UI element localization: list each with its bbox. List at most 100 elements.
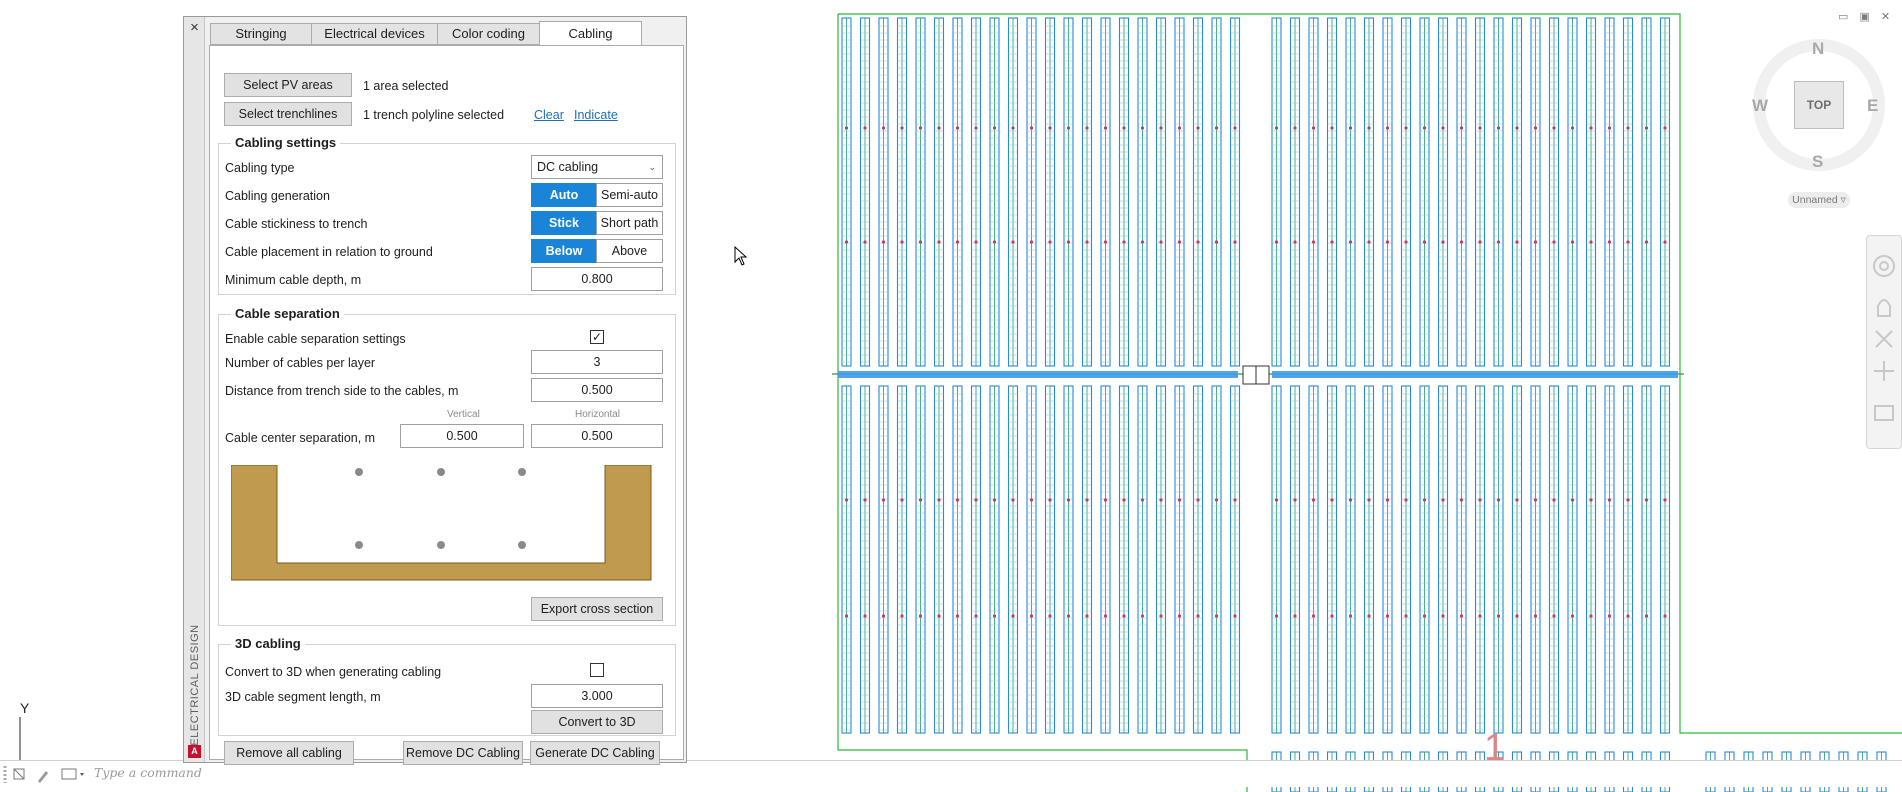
window-controls[interactable]: ▭ ▣ ✕	[1838, 11, 1895, 23]
remove-all-cabling-button[interactable]: Remove all cabling	[224, 741, 354, 765]
tab-color-coding[interactable]: Color coding	[437, 23, 540, 45]
command-line[interactable]: Type a command	[0, 760, 1902, 787]
inverter-marker	[1048, 240, 1052, 244]
inverter-marker	[1367, 614, 1371, 618]
inverter-marker	[1626, 126, 1630, 130]
inverter-marker	[1214, 126, 1219, 130]
drawing-number-label: 1	[1484, 727, 1505, 769]
inverter-marker	[1552, 498, 1556, 502]
inverter-marker	[1140, 126, 1145, 130]
inverter-marker	[1048, 614, 1052, 618]
inverter-marker	[918, 126, 923, 130]
tab-stringing[interactable]: Stringing	[210, 23, 312, 45]
inverter-marker	[1385, 126, 1390, 130]
compass-east[interactable]: E	[1867, 96, 1879, 115]
inverter-marker	[1066, 498, 1071, 502]
inverter-marker	[1011, 498, 1015, 502]
panel-side-label: ELECTRICAL DESIGN	[189, 624, 201, 746]
inverter-marker	[1515, 498, 1519, 502]
inverter-marker	[1663, 498, 1667, 502]
inverter-marker	[992, 126, 997, 130]
inverter-marker	[1496, 240, 1501, 244]
inverter-marker	[1478, 240, 1482, 244]
inverter-marker	[1293, 614, 1297, 618]
cables-per-layer-input[interactable]: 3	[531, 350, 663, 374]
inverter-marker	[1029, 498, 1034, 502]
inverter-marker	[937, 240, 941, 244]
segment-length-input[interactable]: 3.000	[531, 684, 663, 708]
trench-distance-input[interactable]: 0.500	[531, 378, 663, 402]
compass-north[interactable]: N	[1812, 39, 1825, 58]
inverter-marker	[1570, 498, 1575, 502]
inverter-marker	[1589, 614, 1593, 618]
stickiness-stick-option[interactable]: Stick	[531, 211, 597, 235]
view-cube[interactable]: N S E W TOP Unnamed ▿	[1752, 36, 1886, 208]
remove-dc-cabling-button[interactable]: Remove DC Cabling	[403, 741, 523, 765]
inverter-marker	[955, 614, 960, 618]
convert-to-3d-button[interactable]: Convert to 3D	[531, 710, 663, 734]
pv-area-boundary-left	[837, 14, 1248, 792]
indicate-link[interactable]: Indicate	[574, 108, 618, 122]
export-cross-section-button[interactable]: Export cross section	[531, 597, 663, 621]
enable-separation-checkbox[interactable]: ✓	[590, 330, 604, 344]
inverter-marker	[1066, 614, 1071, 618]
compass-south[interactable]: S	[1812, 152, 1824, 171]
trench-selection-status: 1 trench polyline selected	[363, 108, 505, 122]
inverter-marker	[881, 126, 886, 130]
inverter-marker	[1293, 126, 1297, 130]
generation-auto-option[interactable]: Auto	[531, 183, 597, 207]
placement-below-option[interactable]: Below	[531, 239, 597, 263]
view-cube-top-face[interactable]: TOP	[1794, 81, 1844, 129]
vertical-separation-input[interactable]: 0.500	[400, 424, 524, 448]
inverter-marker	[1177, 240, 1182, 244]
inverter-marker	[1066, 126, 1071, 130]
close-icon[interactable]: ×	[190, 19, 199, 36]
generation-semi-auto-option[interactable]: Semi-auto	[596, 183, 663, 207]
inverter-marker	[1159, 498, 1163, 502]
compass-west[interactable]: W	[1752, 96, 1769, 115]
min-depth-input[interactable]: 0.800	[531, 267, 663, 291]
inverter-marker	[1293, 240, 1297, 244]
horizontal-separation-input[interactable]: 0.500	[531, 424, 663, 448]
navigation-bar[interactable]	[1866, 235, 1902, 449]
select-pv-areas-button[interactable]: Select PV areas	[224, 73, 352, 97]
panel-title-strip[interactable]: × ELECTRICAL DESIGN A	[184, 17, 205, 762]
inverter-marker	[1496, 126, 1501, 130]
generate-dc-cabling-button[interactable]: Generate DC Cabling	[530, 741, 660, 765]
inverter-marker	[1085, 126, 1089, 130]
dc-cable-bundle-left	[838, 371, 1238, 378]
cabling-type-select[interactable]: DC cabling ⌄	[531, 155, 663, 179]
tab-electrical-devices[interactable]: Electrical devices	[311, 23, 438, 45]
inverter-marker	[1103, 614, 1108, 618]
mouse-cursor-icon	[734, 246, 748, 266]
inverter-marker	[1422, 240, 1427, 244]
inverter-marker	[1330, 240, 1334, 244]
inverter-marker	[1214, 498, 1219, 502]
placement-above-option[interactable]: Above	[596, 239, 663, 263]
stickiness-short-path-option[interactable]: Short path	[596, 211, 663, 235]
inverter-marker	[1233, 126, 1237, 130]
clear-link[interactable]: Clear	[534, 108, 564, 122]
inverter-marker	[955, 498, 960, 502]
select-trenchlines-button[interactable]: Select trenchlines	[224, 102, 352, 126]
command-input[interactable]: Type a command	[94, 765, 202, 780]
inverter-marker	[918, 240, 923, 244]
convert-3d-checkbox[interactable]	[590, 663, 604, 677]
inverter-marker	[1029, 614, 1034, 618]
inverter-marker	[1552, 240, 1556, 244]
inverter-marker	[1274, 126, 1279, 130]
navigation-tools-icons	[1873, 255, 1895, 421]
tab-cabling[interactable]: Cabling	[539, 21, 642, 46]
chevron-down-icon: ⌄	[648, 162, 656, 172]
inverter-marker	[1644, 614, 1649, 618]
ucs-dropdown[interactable]: Unnamed ▿	[1788, 192, 1850, 208]
inverter-marker	[1196, 614, 1200, 618]
inverter-marker	[1404, 498, 1408, 502]
inverter-marker	[1607, 614, 1612, 618]
inverter-marker	[937, 614, 941, 618]
inverter-marker	[1011, 614, 1015, 618]
cabling-type-label: Cabling type	[225, 161, 295, 175]
inverter-marker	[1607, 240, 1612, 244]
inverter-marker	[1233, 240, 1237, 244]
